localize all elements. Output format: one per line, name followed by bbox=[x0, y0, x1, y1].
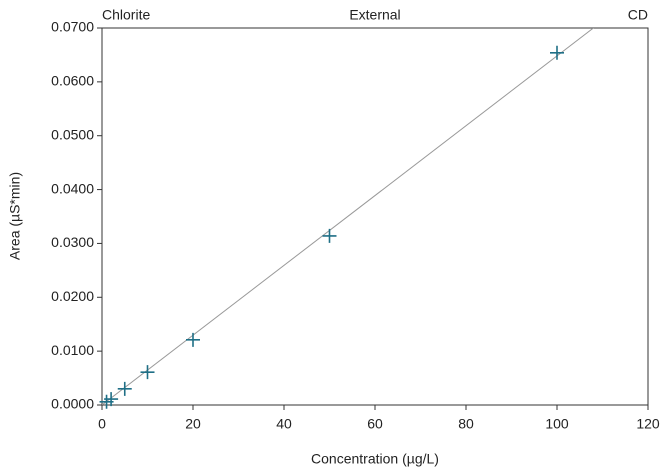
y-tick-label: 0.0500 bbox=[51, 126, 94, 142]
data-point bbox=[550, 45, 564, 60]
data-point bbox=[322, 228, 337, 243]
data-point bbox=[140, 365, 155, 380]
x-tick-label: 0 bbox=[98, 416, 106, 432]
x-axis-label: Concentration (µg/L) bbox=[311, 451, 439, 467]
y-tick-label: 0.0000 bbox=[51, 396, 94, 412]
y-tick-label: 0.0600 bbox=[51, 73, 94, 89]
x-tick-label: 80 bbox=[458, 416, 474, 432]
x-tick-label: 60 bbox=[367, 416, 383, 432]
y-tick-label: 0.0700 bbox=[51, 19, 94, 35]
x-tick-label: 120 bbox=[636, 416, 660, 432]
data-point bbox=[117, 381, 132, 396]
data-point bbox=[186, 332, 200, 347]
y-tick-label: 0.0400 bbox=[51, 180, 94, 196]
y-tick-label: 0.0200 bbox=[51, 288, 94, 304]
y-tick-label: 0.0300 bbox=[51, 234, 94, 250]
chart-title: External bbox=[349, 7, 400, 23]
x-tick-label: 20 bbox=[185, 416, 201, 432]
chart-title-right: CD bbox=[628, 7, 648, 23]
x-tick-label: 100 bbox=[545, 416, 569, 432]
chart-title-left: Chlorite bbox=[102, 7, 150, 23]
plot-frame bbox=[101, 27, 649, 406]
y-tick-label: 0.0100 bbox=[51, 342, 94, 358]
x-tick-label: 40 bbox=[276, 416, 292, 432]
y-axis-label: Area (µS*min) bbox=[7, 172, 23, 260]
fit-line bbox=[102, 28, 594, 405]
data-point bbox=[104, 392, 119, 407]
